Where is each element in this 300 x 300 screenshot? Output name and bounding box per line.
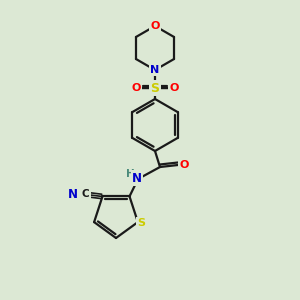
Text: S: S bbox=[137, 218, 145, 228]
Text: O: O bbox=[179, 160, 189, 170]
Text: N: N bbox=[150, 65, 160, 75]
Text: S: S bbox=[151, 82, 160, 94]
Text: C: C bbox=[82, 189, 89, 200]
Text: H: H bbox=[126, 169, 134, 179]
Text: N: N bbox=[68, 188, 77, 201]
Text: O: O bbox=[131, 83, 141, 93]
Text: O: O bbox=[150, 21, 160, 31]
Text: O: O bbox=[169, 83, 179, 93]
Text: N: N bbox=[132, 172, 142, 184]
